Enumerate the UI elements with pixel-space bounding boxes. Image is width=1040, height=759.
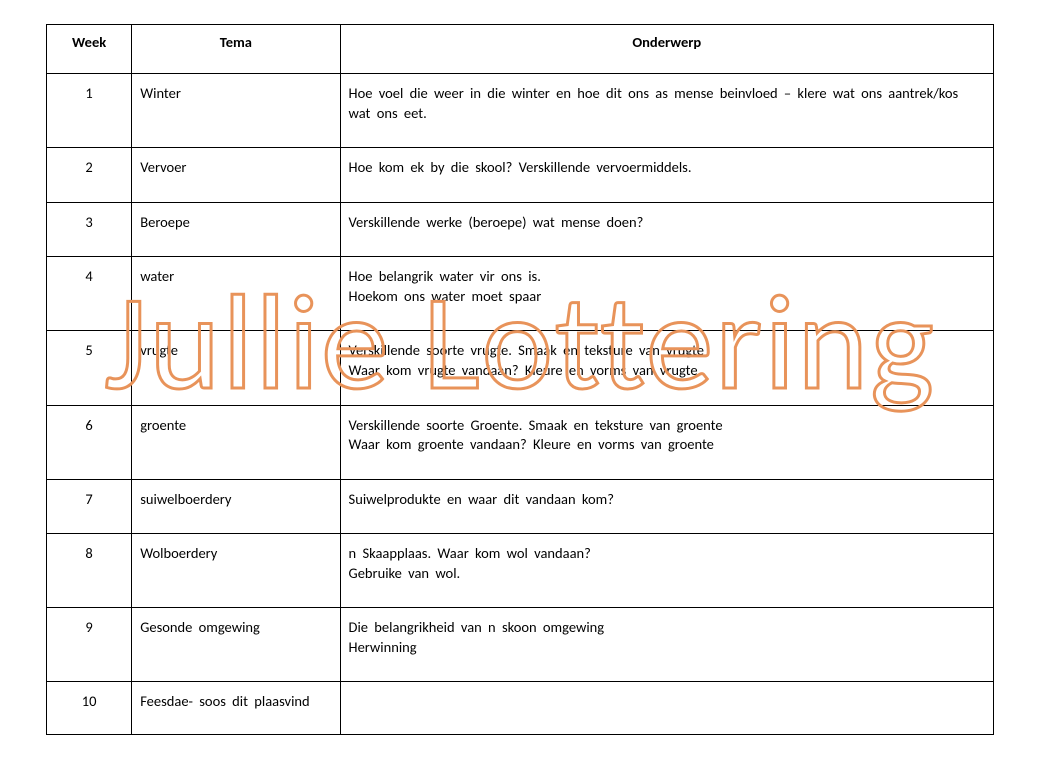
table-row: 6groenteVerskillende soorte Groente. Sma… [47, 405, 994, 479]
cell-onderwerp: Hoe belangrik water vir ons is.Hoekom on… [340, 257, 993, 331]
cell-week: 6 [47, 405, 132, 479]
cell-onderwerp: Hoe voel die weer in die winter en hoe d… [340, 74, 993, 148]
cell-week: 9 [47, 608, 132, 682]
table-row: 10Feesdae- soos dit plaasvind [47, 682, 994, 735]
cell-tema: Wolboerdery [132, 534, 340, 608]
cell-onderwerp: Verskillende soorte vrugte. Smaak en tek… [340, 331, 993, 405]
cell-onderwerp [340, 682, 993, 735]
table-row: 4waterHoe belangrik water vir ons is.Hoe… [47, 257, 994, 331]
table-row: 3BeroepeVerskillende werke (beroepe) wat… [47, 202, 994, 257]
col-header-tema: Tema [132, 25, 340, 74]
cell-onderwerp: Die belangrikheid van n skoon omgewingHe… [340, 608, 993, 682]
cell-onderwerp: Hoe kom ek by die skool? Verskillende ve… [340, 148, 993, 203]
cell-tema: Vervoer [132, 148, 340, 203]
table-header-row: Week Tema Onderwerp [47, 25, 994, 74]
cell-onderwerp: n Skaapplaas. Waar kom wol vandaan?Gebru… [340, 534, 993, 608]
cell-week: 5 [47, 331, 132, 405]
col-header-onderwerp: Onderwerp [340, 25, 993, 74]
cell-week: 3 [47, 202, 132, 257]
cell-tema: Gesonde omgewing [132, 608, 340, 682]
cell-tema: groente [132, 405, 340, 479]
cell-week: 10 [47, 682, 132, 735]
table-row: 5vrugteVerskillende soorte vrugte. Smaak… [47, 331, 994, 405]
cell-week: 1 [47, 74, 132, 148]
cell-onderwerp: Verskillende werke (beroepe) wat mense d… [340, 202, 993, 257]
table-body: 1WinterHoe voel die weer in die winter e… [47, 74, 994, 735]
cell-tema: water [132, 257, 340, 331]
cell-week: 4 [47, 257, 132, 331]
table-row: 9Gesonde omgewingDie belangrikheid van n… [47, 608, 994, 682]
cell-onderwerp: Suiwelprodukte en waar dit vandaan kom? [340, 479, 993, 534]
cell-week: 2 [47, 148, 132, 203]
table-row: 7suiwelboerderySuiwelprodukte en waar di… [47, 479, 994, 534]
cell-week: 7 [47, 479, 132, 534]
cell-tema: Feesdae- soos dit plaasvind [132, 682, 340, 735]
table-row: 1WinterHoe voel die weer in die winter e… [47, 74, 994, 148]
curriculum-table: Week Tema Onderwerp 1WinterHoe voel die … [46, 24, 994, 735]
col-header-week: Week [47, 25, 132, 74]
cell-tema: suiwelboerdery [132, 479, 340, 534]
document-page: Week Tema Onderwerp 1WinterHoe voel die … [0, 0, 1040, 759]
table-row: 2VervoerHoe kom ek by die skool? Verskil… [47, 148, 994, 203]
cell-onderwerp: Verskillende soorte Groente. Smaak en te… [340, 405, 993, 479]
cell-tema: Winter [132, 74, 340, 148]
cell-week: 8 [47, 534, 132, 608]
table-row: 8Wolboerderyn Skaapplaas. Waar kom wol v… [47, 534, 994, 608]
cell-tema: Beroepe [132, 202, 340, 257]
cell-tema: vrugte [132, 331, 340, 405]
